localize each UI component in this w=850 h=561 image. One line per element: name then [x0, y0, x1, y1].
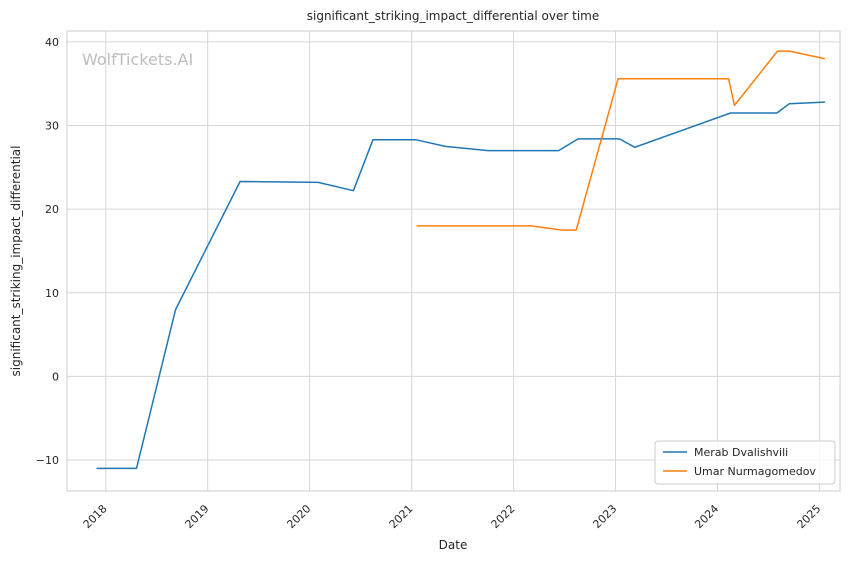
x-axis-label: Date	[439, 538, 468, 552]
x-tick-label: 2021	[387, 502, 416, 531]
series-lines	[96, 50, 826, 470]
grid	[67, 31, 840, 491]
x-tick-label: 2022	[489, 502, 518, 531]
x-tick-label: 2023	[590, 502, 619, 531]
legend-label-umar: Umar Nurmagomedov	[694, 465, 816, 478]
legend-box	[654, 440, 836, 485]
x-axis-ticks: 2018 2019 2020 2021 2022 2023 2024 2025	[81, 502, 824, 531]
x-tick-label: 2019	[183, 502, 212, 531]
y-axis-ticks: −10 0 10 20 30 40	[36, 36, 59, 467]
chart-title: significant_striking_impact_differential…	[307, 9, 599, 23]
plot-area-frame	[66, 30, 841, 492]
x-tick-label: 2024	[692, 502, 721, 531]
y-tick-label: 30	[45, 120, 59, 133]
y-tick-label: 20	[45, 203, 59, 216]
y-tick-label: 0	[52, 370, 59, 383]
series-line-merab	[96, 101, 826, 470]
legend-label-merab: Merab Dvalishvili	[694, 446, 788, 459]
x-tick-label: 2018	[81, 502, 110, 531]
y-tick-label: 40	[45, 36, 59, 49]
y-axis-label: significant_striking_impact_differential	[9, 146, 23, 377]
x-tick-label: 2020	[284, 502, 313, 531]
y-tick-label: −10	[36, 454, 59, 467]
series-line-umar	[416, 50, 826, 231]
legend: Merab Dvalishvili Umar Nurmagomedov	[654, 440, 836, 485]
x-tick-label: 2025	[795, 502, 824, 531]
y-tick-label: 10	[45, 287, 59, 300]
watermark: WolfTickets.AI	[82, 50, 193, 69]
